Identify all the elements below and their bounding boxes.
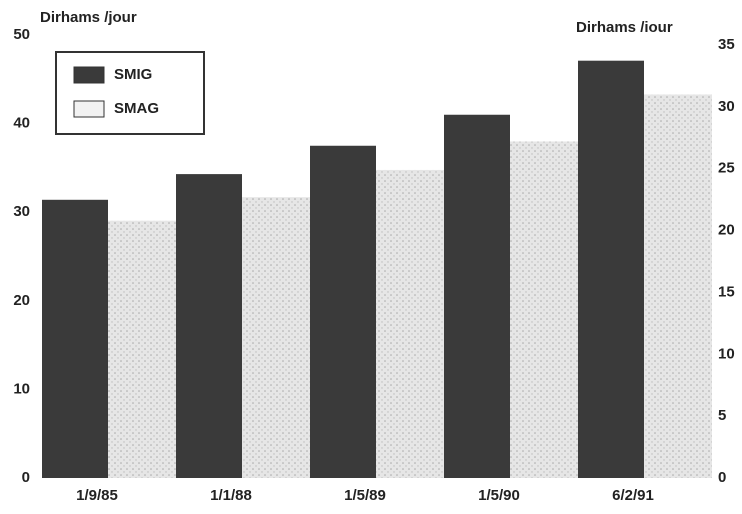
y-axis-label: Dirhams /jour xyxy=(40,9,137,26)
y-tick-label: 10 xyxy=(13,380,30,397)
bar xyxy=(42,199,108,478)
bar xyxy=(510,141,578,479)
x-tick-label: 6/2/91 xyxy=(612,487,654,504)
bar xyxy=(310,145,376,478)
y2-tick-label: 35 xyxy=(718,36,735,53)
legend-label: SMAG xyxy=(114,100,159,117)
legend-label: SMIG xyxy=(114,66,152,83)
x-tick-label: 1/1/88 xyxy=(210,487,252,504)
bar xyxy=(444,114,510,479)
legend-swatch xyxy=(73,66,105,84)
x-tick-label: 1/5/90 xyxy=(478,487,520,504)
bar xyxy=(176,174,242,479)
y2-tick-label: 25 xyxy=(718,160,735,177)
y2-tick-label: 30 xyxy=(718,98,735,115)
y2-tick-label: 10 xyxy=(718,345,735,362)
y2-axis-label: Dirhams /iour xyxy=(576,19,673,36)
bar xyxy=(376,169,444,479)
y-tick-label: 50 xyxy=(13,26,30,43)
y-tick-label: 30 xyxy=(13,203,30,220)
y-tick-label: 20 xyxy=(13,292,30,309)
bar xyxy=(644,94,712,478)
y2-tick-label: 5 xyxy=(718,407,726,424)
y2-tick-label: 0 xyxy=(718,469,726,486)
y-tick-label: 40 xyxy=(13,115,30,132)
bar xyxy=(578,60,644,478)
y-tick-label: 0 xyxy=(22,469,30,486)
x-tick-label: 1/5/89 xyxy=(344,487,386,504)
legend-swatch xyxy=(73,100,105,118)
x-tick-label: 1/9/85 xyxy=(76,487,118,504)
y2-tick-label: 15 xyxy=(718,283,735,300)
legend-box xyxy=(55,51,205,135)
bar xyxy=(242,197,310,478)
bar xyxy=(108,220,176,478)
y2-tick-label: 20 xyxy=(718,222,735,239)
